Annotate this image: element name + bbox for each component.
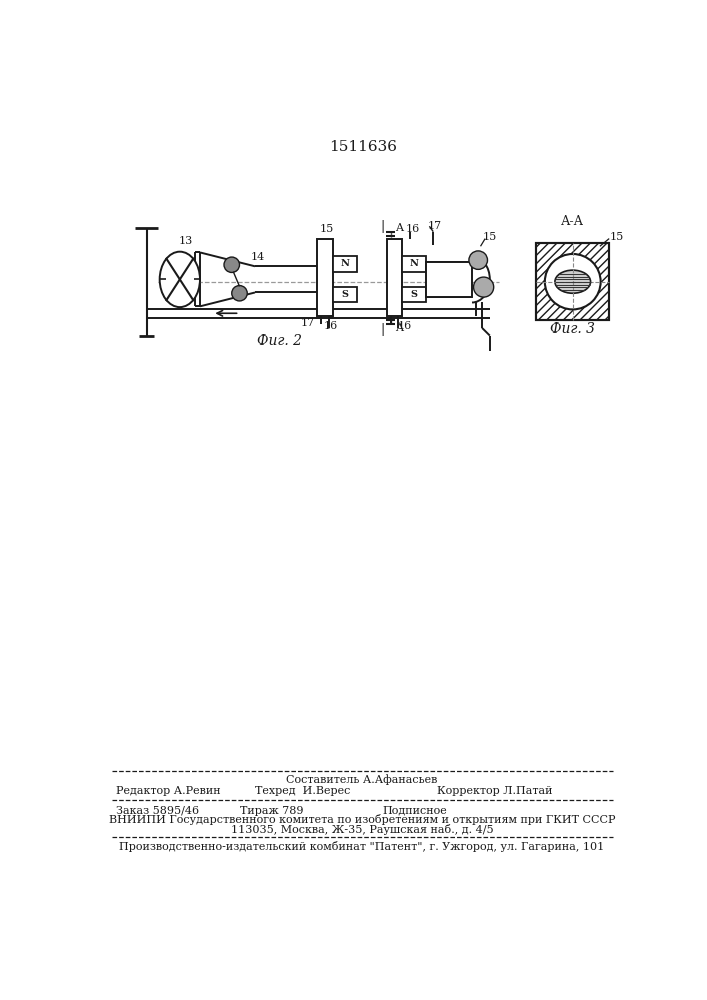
Text: Составитель А.Афанасьев: Составитель А.Афанасьев	[286, 774, 438, 785]
Text: Производственно-издательский комбинат "Патент", г. Ужгород, ул. Гагарина, 101: Производственно-издательский комбинат "П…	[119, 841, 604, 852]
Text: Редактор А.Ревин: Редактор А.Ревин	[115, 786, 220, 796]
Text: Фиг. 3: Фиг. 3	[550, 322, 595, 336]
Bar	[333, 287, 356, 302]
Text: 17: 17	[300, 318, 315, 328]
Text: ВНИИПИ Государственного комитета по изобретениям и открытиям при ГКИТ СССР: ВНИИПИ Государственного комитета по изоб…	[109, 814, 615, 825]
Text: N: N	[341, 259, 349, 268]
Text: Подписное: Подписное	[383, 806, 448, 816]
Text: 16: 16	[324, 321, 338, 331]
Text: Корректор Л.Патай: Корректор Л.Патай	[437, 786, 553, 796]
Text: 16: 16	[405, 224, 419, 234]
Bar	[537, 243, 609, 320]
Circle shape	[232, 286, 247, 301]
Text: 113035, Москва, Ж-35, Раушская наб., д. 4/5: 113035, Москва, Ж-35, Раушская наб., д. …	[230, 824, 493, 835]
Text: А-А: А-А	[561, 215, 584, 228]
Bar	[333, 256, 356, 272]
Bar	[402, 287, 426, 302]
Text: Тираж 789: Тираж 789	[240, 806, 303, 816]
Bar	[426, 262, 472, 297]
Bar	[387, 239, 402, 316]
Text: 13: 13	[179, 236, 193, 246]
Text: |: |	[381, 220, 385, 233]
Bar	[537, 243, 609, 320]
Circle shape	[474, 277, 493, 297]
Text: 15: 15	[483, 232, 497, 242]
Bar	[317, 239, 332, 316]
Text: A: A	[395, 223, 403, 233]
Text: Заказ 5895/46: Заказ 5895/46	[115, 806, 199, 816]
Text: 16: 16	[397, 321, 411, 331]
Text: 15: 15	[610, 232, 624, 242]
Text: S: S	[341, 290, 349, 299]
Ellipse shape	[160, 252, 200, 307]
Ellipse shape	[555, 270, 590, 293]
Text: Фиг. 2: Фиг. 2	[257, 334, 303, 348]
Circle shape	[545, 254, 601, 309]
Circle shape	[224, 257, 240, 272]
Text: 17: 17	[428, 221, 442, 231]
Text: 15: 15	[319, 224, 334, 234]
Text: |: |	[381, 323, 385, 336]
Text: Техред  И.Верес: Техред И.Верес	[255, 786, 351, 796]
Text: N: N	[409, 259, 419, 268]
Circle shape	[469, 251, 488, 269]
Text: 14: 14	[250, 252, 264, 262]
Text: 1511636: 1511636	[329, 140, 397, 154]
Text: A: A	[395, 323, 403, 333]
Text: S: S	[410, 290, 417, 299]
Bar	[402, 256, 426, 272]
